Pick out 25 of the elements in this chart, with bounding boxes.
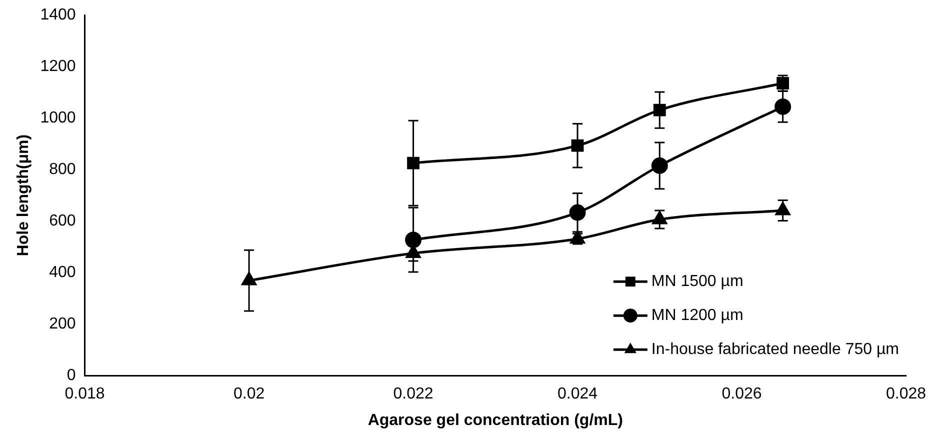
x-tick-label: 0.024 (557, 386, 598, 403)
y-tick-label: 400 (49, 264, 76, 281)
y-tick-label: 200 (49, 315, 76, 332)
point (242, 272, 256, 286)
point (652, 211, 667, 224)
y-tick-label: 600 (49, 212, 76, 230)
point (774, 98, 792, 115)
x-tick-label: 0.02 (233, 386, 265, 403)
x-tick-label: 0.026 (722, 386, 762, 403)
y-tick-label: 1200 (40, 58, 76, 75)
point (651, 157, 668, 174)
point (569, 204, 586, 221)
x-axis-title: Agarose gel concentration (g/mL) (368, 412, 623, 429)
legend-label: In-house fabricated needle 750 µm (651, 341, 900, 358)
legend-label: MN 1500 µm (651, 273, 744, 290)
x-tick-label: 0.028 (886, 386, 926, 403)
x-tick-label: 0.018 (64, 386, 105, 403)
x-tick-label: 0.022 (393, 386, 434, 403)
legend-label: MN 1200 µm (651, 307, 744, 324)
y-tick-label: 800 (49, 160, 76, 178)
y-tick-label: 0 (66, 367, 76, 384)
y-tick-label: 1000 (40, 109, 76, 126)
point (407, 156, 420, 170)
y-axis-title: Hole length(μm) (15, 134, 32, 256)
y-tick-label: 1400 (40, 6, 76, 24)
